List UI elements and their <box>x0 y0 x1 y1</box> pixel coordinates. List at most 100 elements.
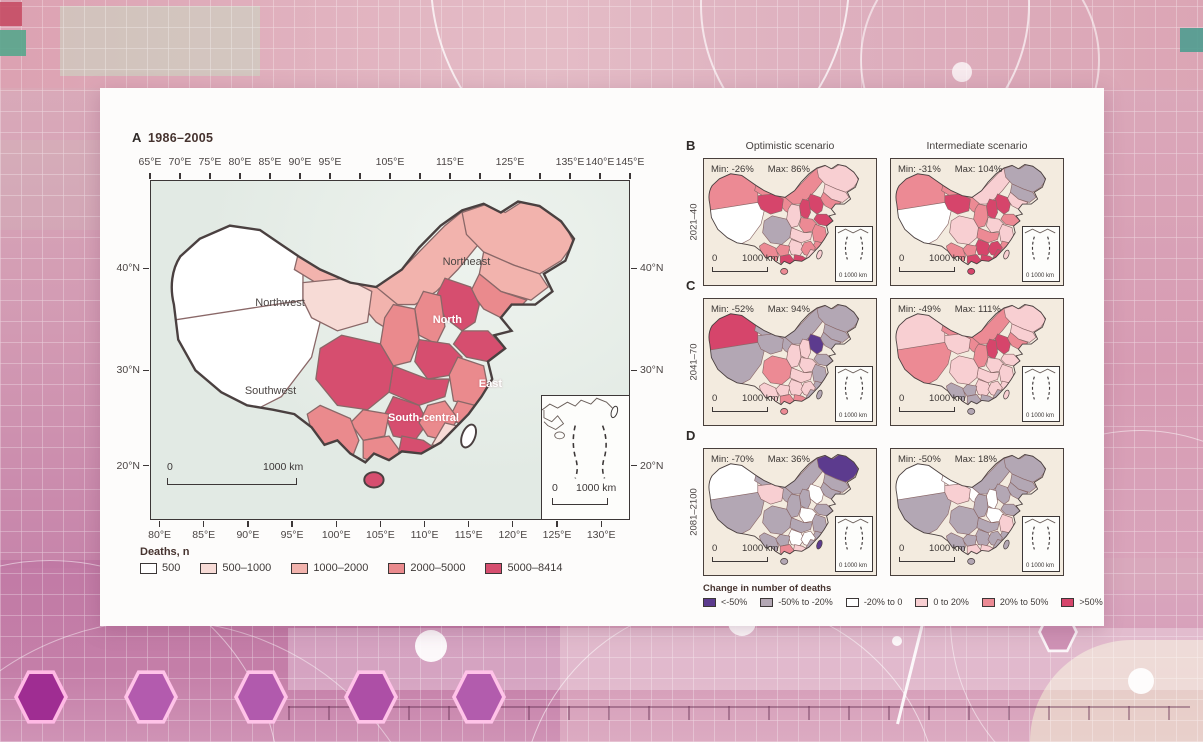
region-label-northeast: Northeast <box>442 256 491 269</box>
china-map <box>892 452 1052 574</box>
mini-inset-drawing <box>837 368 869 400</box>
axis-label: 90°E <box>236 529 260 541</box>
legend-item: >50% <box>1061 597 1103 607</box>
legend-item: 20% to 50% <box>981 597 1048 607</box>
axis-label: 30°N <box>640 364 664 377</box>
legend-item: <-50% <box>703 597 747 607</box>
axis-tick <box>569 173 571 179</box>
mini-scale-label: 1000 km <box>742 253 779 264</box>
axis-tick <box>631 267 637 269</box>
minmax-text: Min: -52% Max: 94% <box>711 304 810 315</box>
map-b-optimistic: Min: -26% Max: 86% 0 1000 km 0 1000 km <box>703 158 877 286</box>
decor-dot <box>892 636 902 646</box>
axis-tick <box>599 173 601 179</box>
axis-tick <box>143 369 149 371</box>
min-value: Min: -52% <box>711 304 754 315</box>
minmax-text: Min: -31% Max: 104% <box>898 164 1002 175</box>
axis-label: 130°E <box>586 529 616 541</box>
legend-label: 5000–8414 <box>507 562 563 574</box>
axis-label: 100°E <box>321 529 351 541</box>
axis-label: 20°N <box>640 459 664 472</box>
axis-tick <box>329 173 331 179</box>
axis-label: 95°E <box>318 156 342 168</box>
region-label-southwest: Southwest <box>244 384 297 397</box>
panel-a-title: 1986–2005 <box>148 131 214 145</box>
decor-strip-left <box>0 88 100 568</box>
mini-inset-scale: 0 1000 km <box>1026 563 1055 569</box>
mini-inset-drawing <box>837 518 869 550</box>
legend-swatch <box>703 597 716 607</box>
legend-item: 500–1000 <box>200 562 271 574</box>
axis-label: 105°E <box>375 156 405 168</box>
axis-tick <box>631 465 637 467</box>
axis-tick <box>158 521 161 527</box>
main-scale-bar <box>167 478 297 485</box>
map-c-optimistic: Min: -52% Max: 94% 0 1000 km 0 1000 km <box>703 298 877 426</box>
inset-scale-zero: 0 <box>552 482 558 494</box>
axis-tick <box>143 267 149 269</box>
legend-item: 0 to 20% <box>915 597 969 607</box>
axis-tick <box>631 369 637 371</box>
map-d-intermediate: Min: -50% Max: 18% 0 1000 km 0 1000 km <box>890 448 1064 576</box>
mini-inset-drawing <box>1024 228 1056 260</box>
legend-label: <-50% <box>721 597 748 607</box>
axis-tick <box>247 521 249 527</box>
legend-swatch <box>1061 597 1075 607</box>
axis-label: 125°E <box>495 156 525 168</box>
axis-tick <box>203 521 205 527</box>
axis-tick <box>629 173 631 179</box>
legend-swatch <box>140 562 157 574</box>
deaths-legend: 500 500–1000 1000–2000 2000–5000 5000–84… <box>140 562 563 574</box>
axis-label: 95°E <box>280 529 304 541</box>
mini-scale-label: 1000 km <box>929 393 966 404</box>
mini-inset: 0 1000 km <box>835 226 873 282</box>
axis-tick <box>379 521 381 527</box>
axis-label: 85°E <box>192 529 216 541</box>
decor-hexagon <box>238 674 284 720</box>
legend-label: 2000–5000 <box>410 562 466 574</box>
china-map <box>705 162 865 284</box>
legend-swatch <box>915 597 929 607</box>
decor-hexagon <box>128 674 174 720</box>
china-map <box>892 162 1052 284</box>
panel-b-letter: B <box>686 138 696 153</box>
min-value: Min: -50% <box>898 454 941 465</box>
mini-scale-bar <box>899 267 955 272</box>
region-label-northwest: Northwest <box>255 296 305 309</box>
axis-tick <box>335 521 337 527</box>
legend-label: 0 to 20% <box>933 597 969 607</box>
map-c-intermediate: Min: -49% Max: 111% 0 1000 km 0 1000 km <box>890 298 1064 426</box>
min-value: Min: -31% <box>898 164 941 175</box>
mini-inset-scale: 0 1000 km <box>1026 413 1055 419</box>
axis-tick <box>269 173 271 179</box>
axis-label: 40°N <box>640 262 664 275</box>
mini-inset-scale: 0 1000 km <box>839 413 868 419</box>
minmax-text: Min: -50% Max: 18% <box>898 454 997 465</box>
axis-tick <box>512 521 514 527</box>
max-value: Max: 86% <box>767 164 811 175</box>
china-map <box>705 302 865 424</box>
mini-scale-bar <box>712 267 768 272</box>
axis-tick <box>423 521 426 527</box>
decor-hexagon <box>348 674 394 720</box>
legend-swatch <box>291 562 309 574</box>
axis-label: 115°E <box>454 529 483 541</box>
inset-scale-bar <box>552 498 608 505</box>
axis-label: 30°N <box>116 364 140 377</box>
mini-scale-label: 1000 km <box>929 253 966 264</box>
minmax-text: Min: -26% Max: 86% <box>711 164 810 175</box>
mini-scale-zero: 0 <box>899 253 905 264</box>
mini-inset: 0 1000 km <box>835 366 873 422</box>
axis-label: 75°E <box>198 156 222 168</box>
legend-item: 500 <box>140 562 180 574</box>
max-value: Max: 104% <box>954 164 1003 175</box>
legend-swatch <box>388 562 406 574</box>
axis-tick <box>389 173 391 179</box>
min-value: Min: -49% <box>898 304 941 315</box>
map-b-intermediate: Min: -31% Max: 104% 0 1000 km 0 1000 km <box>890 158 1064 286</box>
mini-scale-bar <box>712 557 768 562</box>
intermediate-header: Intermediate scenario <box>926 140 1028 152</box>
change-legend: <-50% -50% to -20% -20% to 0 0 to 20% 20… <box>703 597 1103 607</box>
axis-tick <box>299 173 301 179</box>
panel-c-letter: C <box>686 278 696 293</box>
